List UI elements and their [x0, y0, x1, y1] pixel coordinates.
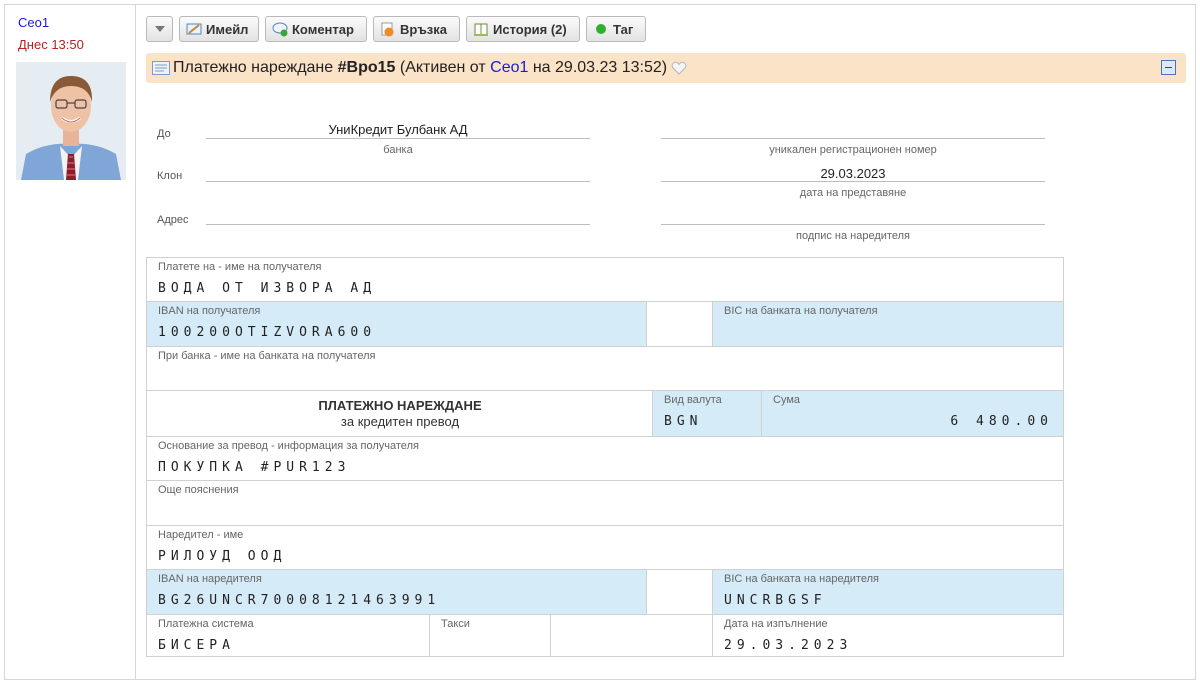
author-column: Ceo1 Днес 13:50 — [5, 5, 136, 679]
exec-date-label: Дата на изпълнение — [724, 618, 828, 630]
signature-line — [661, 224, 1045, 225]
reason-cell: Основание за превод - информация за полу… — [147, 437, 1063, 481]
reg-number-caption: уникален регистрационен номер — [769, 144, 937, 156]
iban-orderer-cell: IBAN на наредителя BG26UNCR7000812146399… — [147, 570, 647, 615]
iban-orderer-spacer — [647, 570, 713, 615]
currency-label: Вид валута — [664, 394, 722, 406]
notes-cell: Още пояснения — [147, 481, 1063, 526]
amount-value: 6 480.00 — [950, 414, 1053, 429]
iban-payee-label: IBAN на получателя — [158, 305, 261, 317]
document-icon — [152, 61, 170, 75]
document-header: Платежно нареждане #Bpo15 (Активен от Ce… — [146, 53, 1186, 83]
status-user-link[interactable]: Ceo1 — [490, 59, 529, 76]
payee-value: ВОДА ОТ ИЗВОРА АД — [158, 281, 377, 296]
orderer-value: РИЛОУД ООД — [158, 549, 287, 564]
address-line — [206, 224, 590, 225]
amount-cell: Сума 6 480.00 — [762, 391, 1063, 437]
to-label: До — [157, 128, 171, 140]
system-label: Платежна система — [158, 618, 254, 630]
document-type: Платежно нареждане — [173, 59, 334, 76]
chevron-down-icon — [154, 26, 165, 32]
tag-dot-icon — [593, 21, 609, 37]
fees-label: Такси — [441, 618, 470, 630]
bic-payee-label: BIC на банката на получателя — [724, 305, 878, 317]
branch-label: Клон — [157, 170, 183, 182]
comment-icon — [272, 21, 288, 37]
branch-line — [206, 181, 590, 182]
iban-payee-value: 100200OTIZVORA600 — [158, 325, 377, 340]
iban-payee-cell: IBAN на получателя 100200OTIZVORA600 — [147, 302, 647, 347]
collapse-button[interactable] — [1161, 60, 1176, 75]
currency-cell: Вид валута BGN — [653, 391, 762, 437]
bank-payee-cell: При банка - име на банката на получателя — [147, 347, 1063, 391]
email-button-label: Имейл — [206, 21, 249, 37]
email-icon — [186, 21, 202, 37]
date-line — [661, 181, 1045, 182]
iban-orderer-label: IBAN на наредителя — [158, 573, 262, 585]
link-button-label: Връзка — [400, 21, 448, 37]
order-subtitle: за кредитен превод — [340, 414, 460, 429]
bank-payee-label: При банка - име на банката на получателя — [158, 350, 376, 362]
iban-orderer-value: BG26UNCR70008121463991 — [158, 593, 441, 608]
exec-date-cell: Дата на изпълнение 29.03.2023 — [713, 615, 1063, 656]
thread-frame: Ceo1 Днес 13:50 — [4, 4, 1196, 680]
status-suffix: на 29.03.23 13:52) — [532, 59, 668, 76]
notes-label: Още пояснения — [158, 484, 239, 496]
bic-orderer-cell: BIC на банката на наредителя UNCRBGSF — [713, 570, 1063, 615]
orderer-cell: Наредител - име РИЛОУД ООД — [147, 526, 1063, 570]
bic-orderer-label: BIC на банката на наредителя — [724, 573, 879, 585]
comment-time: Днес 13:50 — [18, 37, 84, 52]
reg-number-line — [661, 138, 1045, 139]
reason-label: Основание за превод - информация за полу… — [158, 440, 419, 452]
status-prefix: (Активен от — [399, 59, 486, 76]
reason-value: ПОКУПКА #PUR123 — [158, 460, 351, 475]
book-icon — [473, 21, 489, 37]
history-button-label: История (2) — [493, 21, 567, 37]
tag-button[interactable]: Таг — [586, 16, 646, 42]
email-button[interactable]: Имейл — [179, 16, 259, 42]
date-caption: дата на представяне — [799, 187, 907, 199]
system-cell: Платежна система БИСЕРА — [147, 615, 430, 656]
comment-button[interactable]: Коментар — [265, 16, 367, 42]
tag-button-label: Таг — [613, 21, 634, 37]
bic-orderer-value: UNCRBGSF — [724, 593, 827, 608]
bic-payee-cell: BIC на банката на получателя — [713, 302, 1063, 347]
exec-date-value: 29.03.2023 — [724, 638, 853, 653]
date-value: 29.03.2023 — [820, 166, 886, 181]
system-value: БИСЕРА — [158, 638, 235, 653]
more-actions-button[interactable] — [146, 16, 173, 42]
document-id: #Bpo15 — [337, 59, 396, 76]
avatar — [16, 62, 126, 180]
address-label: Адрес — [157, 214, 189, 226]
payee-cell: Платете на - име на получателя ВОДА ОТ И… — [147, 258, 1063, 302]
bank-caption: банка — [383, 144, 413, 156]
payment-table: Платете на - име на получателя ВОДА ОТ И… — [146, 257, 1064, 657]
bank-value: УниКредит Булбанк АД — [328, 122, 468, 137]
history-button[interactable]: История (2) — [466, 16, 580, 42]
amount-label: Сума — [773, 394, 801, 406]
heart-icon[interactable] — [671, 61, 687, 75]
order-title-cell: ПЛАТЕЖНО НАРЕЖДАНЕ за кредитен превод — [147, 391, 653, 437]
orderer-label: Наредител - име — [158, 529, 244, 541]
currency-value: BGN — [664, 414, 703, 429]
fees-cell: Такси — [430, 615, 551, 656]
author-link[interactable]: Ceo1 — [18, 15, 50, 30]
link-icon — [380, 21, 396, 37]
comment-button-label: Коментар — [292, 21, 354, 37]
fees-value-cell — [551, 615, 713, 656]
iban-payee-spacer — [647, 302, 713, 347]
order-title: ПЛАТЕЖНО НАРЕЖДАНЕ — [318, 398, 482, 413]
bank-line — [206, 138, 590, 139]
signature-caption: подпис на наредителя — [796, 230, 910, 242]
payee-label: Платете на - име на получателя — [158, 261, 322, 273]
link-button[interactable]: Връзка — [373, 16, 460, 42]
